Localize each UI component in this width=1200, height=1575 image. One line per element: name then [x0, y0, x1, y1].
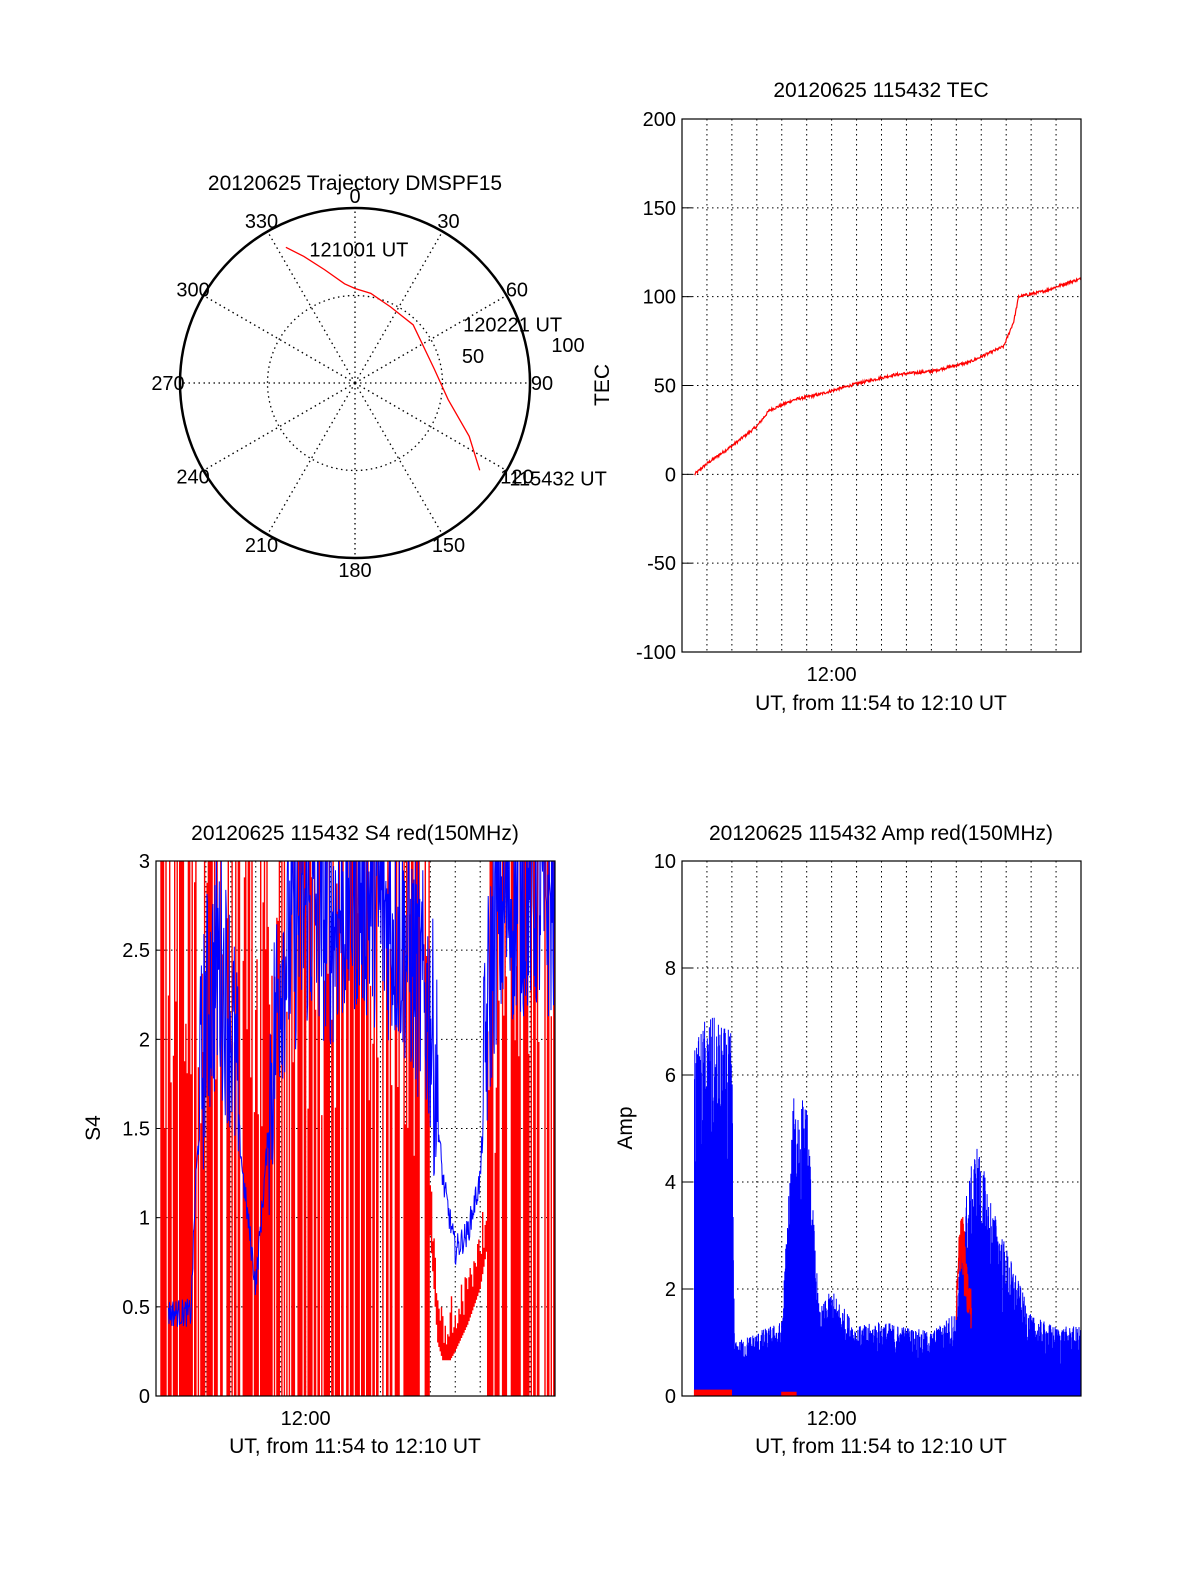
tec-xtick-label: 12:00 [807, 664, 857, 686]
s4-red-series [160, 861, 555, 1396]
tec-ytick-label: 150 [643, 198, 676, 220]
s4-blue-line [168, 861, 555, 1327]
amp-ylabel: Amp [614, 1106, 637, 1149]
s4-ytick-label: 3 [139, 851, 150, 873]
polar-angle-label: 210 [245, 535, 278, 557]
s4-xtick-label: 12:00 [281, 1408, 331, 1430]
s4-ylabel: S4 [82, 1115, 105, 1141]
amp-plot: 20120625 115432 Amp red(150MHz) UT, from… [614, 822, 1082, 1458]
amp-xlabel: UT, from 11:54 to 12:10 UT [755, 1435, 1007, 1458]
amp-frame [681, 860, 1082, 1397]
tec-frame [681, 118, 1082, 653]
tec-plot: 20120625 115432 TEC UT, from 11:54 to 12… [591, 79, 1082, 715]
polar-spoke [266, 231, 356, 384]
polar-angle-label: 240 [176, 467, 209, 489]
s4-ytick-label: 0.5 [122, 1297, 150, 1319]
polar-radial-label: 50 [462, 346, 484, 368]
s4-blue-series [168, 861, 555, 1327]
polar-time-annotation: 115432 UT [509, 468, 606, 490]
s4-ytick-label: 2 [139, 1029, 150, 1051]
tec-ytick-label: 200 [643, 109, 676, 131]
polar-spoke [266, 382, 356, 535]
polar-radial-label: 100 [551, 335, 584, 357]
polar-title: 20120625 Trajectory DMSPF15 [208, 172, 502, 195]
polar-spoke [203, 294, 356, 384]
polar-angle-label: 30 [437, 211, 459, 233]
s4-frame [155, 860, 556, 1397]
polar-angle-label: 150 [432, 535, 465, 557]
polar-angle-label: 90 [531, 373, 553, 395]
polar-spoke [354, 382, 444, 535]
s4-plot: 20120625 115432 S4 red(150MHz) UT, from … [82, 822, 556, 1458]
polar-angle-label: 0 [349, 186, 360, 208]
s4-ytick-label: 1.5 [122, 1119, 150, 1141]
amp-ytick-label: 2 [665, 1279, 676, 1301]
polar-angle-label: 120 [500, 467, 533, 489]
tec-ytick-label: -50 [647, 553, 676, 575]
polar-inner-circle [266, 294, 444, 472]
polar-outer-circle [178, 206, 532, 560]
tec-ytick-label: 100 [643, 287, 676, 309]
amp-title: 20120625 115432 Amp red(150MHz) [709, 822, 1053, 845]
s4-ytick-label: 1 [139, 1208, 150, 1230]
amp-red-burst [955, 1216, 972, 1329]
tec-xlabel: UT, from 11:54 to 12:10 UT [755, 692, 1007, 715]
tec-series-line [694, 277, 1082, 476]
polar-angle-label: 60 [506, 280, 528, 302]
polar-spoke [354, 231, 444, 384]
polar-angle-label: 330 [245, 211, 278, 233]
polar-spoke [354, 382, 507, 472]
polar-trajectory-line [285, 246, 481, 471]
amp-blue-spikes [694, 1017, 1082, 1396]
amp-ytick-label: 10 [654, 851, 676, 873]
amp-ytick-label: 6 [665, 1065, 676, 1087]
polar-spoke [203, 382, 356, 472]
s4-xlabel: UT, from 11:54 to 12:10 UT [229, 1435, 481, 1458]
polar-time-annotation: 121001 UT [309, 240, 408, 262]
amp-ytick-label: 8 [665, 958, 676, 980]
tec-title: 20120625 115432 TEC [773, 79, 988, 102]
s4-ytick-label: 0 [139, 1386, 150, 1408]
polar-time-annotation: 120221 UT [463, 314, 562, 336]
s4-ytick-label: 2.5 [122, 940, 150, 962]
s4-title: 20120625 115432 S4 red(150MHz) [191, 822, 519, 845]
amp-red-low [693, 1389, 797, 1396]
polar-spoke [354, 294, 507, 384]
tec-ytick-label: 0 [665, 464, 676, 486]
amp-xtick-label: 12:00 [807, 1408, 857, 1430]
polar-angle-label: 180 [338, 560, 371, 582]
tec-ytick-label: -100 [636, 642, 676, 664]
tec-ytick-label: 50 [654, 376, 676, 398]
amp-blue-floor [694, 1366, 1081, 1396]
amp-ytick-label: 4 [665, 1172, 676, 1194]
polar-angle-label: 270 [151, 373, 184, 395]
polar-angle-label: 300 [176, 280, 209, 302]
polar-trajectory-plot: 20120625 Trajectory DMSPF15 0 30 60 90 120 15… [151, 172, 607, 582]
tec-ylabel: TEC [591, 364, 614, 406]
amp-ytick-label: 0 [665, 1386, 676, 1408]
s4-red-spikes [160, 861, 555, 1396]
